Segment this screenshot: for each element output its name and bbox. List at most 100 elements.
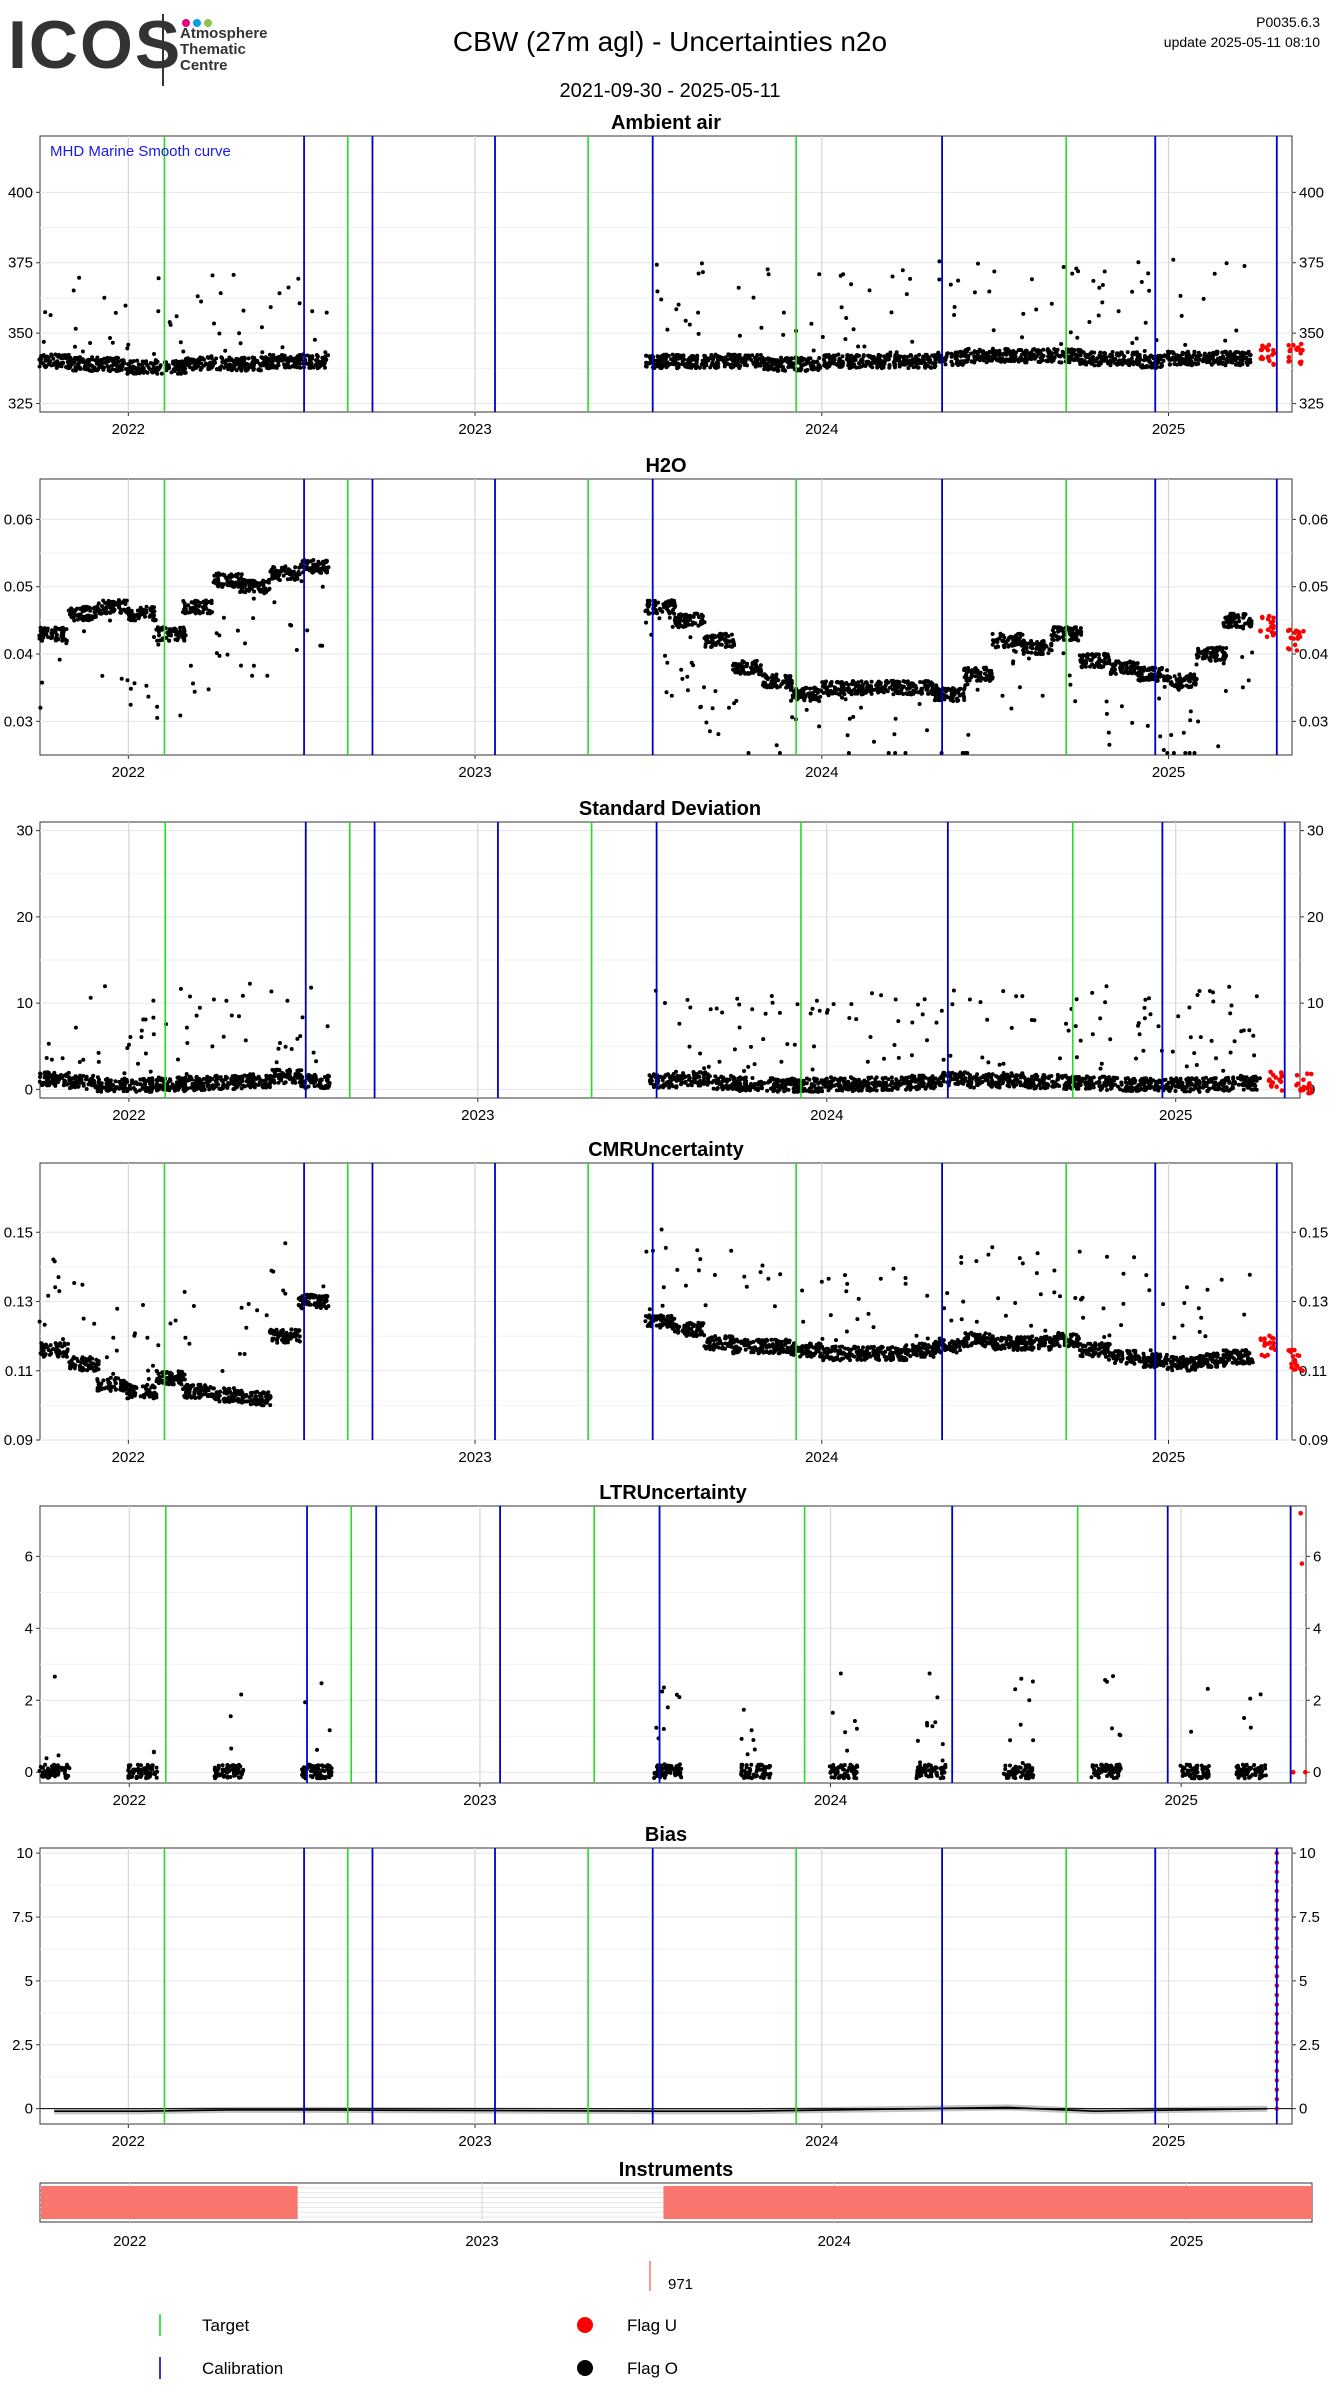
data-point [966,346,971,351]
data-point [186,358,190,363]
data-point [1242,264,1247,268]
data-point [936,350,941,355]
data-point [654,262,659,267]
data-point [1225,356,1230,361]
data-point [247,588,251,593]
data-point [156,1087,161,1092]
data-point [195,294,200,299]
data-point [131,371,136,376]
data-point [1080,357,1085,362]
data-point [324,310,329,315]
data-point [207,1087,212,1092]
y-tick-label-right: 0.03 [1299,713,1328,730]
data-point [688,364,693,369]
data-point [1221,360,1226,365]
data-point [89,614,94,619]
data-point [281,573,286,578]
data-point [876,688,881,693]
data-point [264,364,269,369]
data-point [1188,718,1193,723]
data-point [148,361,153,366]
data-point [1067,626,1072,631]
data-point [1068,632,1073,637]
y-tick-label-right: 20 [1307,909,1324,926]
data-point [804,707,809,712]
data-point [1237,619,1242,624]
data-point [104,606,109,611]
data-point [1010,643,1015,648]
data-point [754,658,759,663]
data-point [681,613,686,618]
data-point [214,651,219,656]
data-point [1206,357,1211,362]
data-point [969,351,974,356]
data-point [809,321,814,326]
data-point-flagged [1271,615,1276,621]
data-point [727,705,731,710]
data-point [1216,744,1221,749]
data-point [1172,358,1177,362]
data-point [933,364,938,368]
data-point [316,559,321,564]
data-point [695,364,699,368]
data-point [108,336,112,340]
data-point [101,607,106,612]
y-tick-label-left: 10 [16,995,33,1012]
data-point [186,603,191,608]
data-point [687,617,692,622]
data-point [703,644,708,649]
data-point [128,702,133,707]
data-point [1249,619,1254,624]
data-point [935,356,940,361]
data-point [176,635,181,640]
data-point [1233,362,1238,367]
data-point [972,349,977,354]
data-point [81,359,86,364]
data-point [1031,356,1036,361]
data-point [149,608,154,613]
data-point [685,688,690,693]
data-point [1096,313,1101,318]
data-point [144,359,149,364]
data-point [1132,668,1137,673]
data-point [883,687,888,692]
data-point [679,667,684,672]
data-point [943,356,948,361]
data-point [1168,680,1173,685]
logo-subtitle: Atmosphere Thematic Centre [180,26,268,74]
data-point [737,353,742,357]
data-point [37,364,42,369]
data-point [1175,684,1179,689]
data-point [132,681,137,686]
data-point [1198,353,1203,358]
data-point [694,360,699,365]
data-point [768,359,773,364]
data-point [124,598,129,603]
data-point [1158,734,1163,739]
data-point [1192,349,1197,354]
data-point [699,612,704,617]
data-point [879,359,884,364]
data-point [179,632,184,637]
data-point [1040,643,1045,648]
data-point [922,364,927,369]
data-point [1073,699,1078,704]
data-point [305,561,310,566]
data-point [1207,360,1212,365]
data-point [901,692,906,696]
data-point [1223,651,1228,656]
data-point [190,606,195,611]
data-point [713,689,718,694]
data-point [1096,659,1101,664]
data-point [1051,633,1056,638]
data-point [956,360,961,365]
data-point [246,365,251,370]
data-point [1238,363,1243,368]
data-point [1142,358,1146,363]
data-point [169,370,174,375]
data-point [658,359,663,364]
data-point [953,350,958,355]
data-point [972,290,977,295]
data-point [731,638,735,642]
data-point [923,352,928,357]
